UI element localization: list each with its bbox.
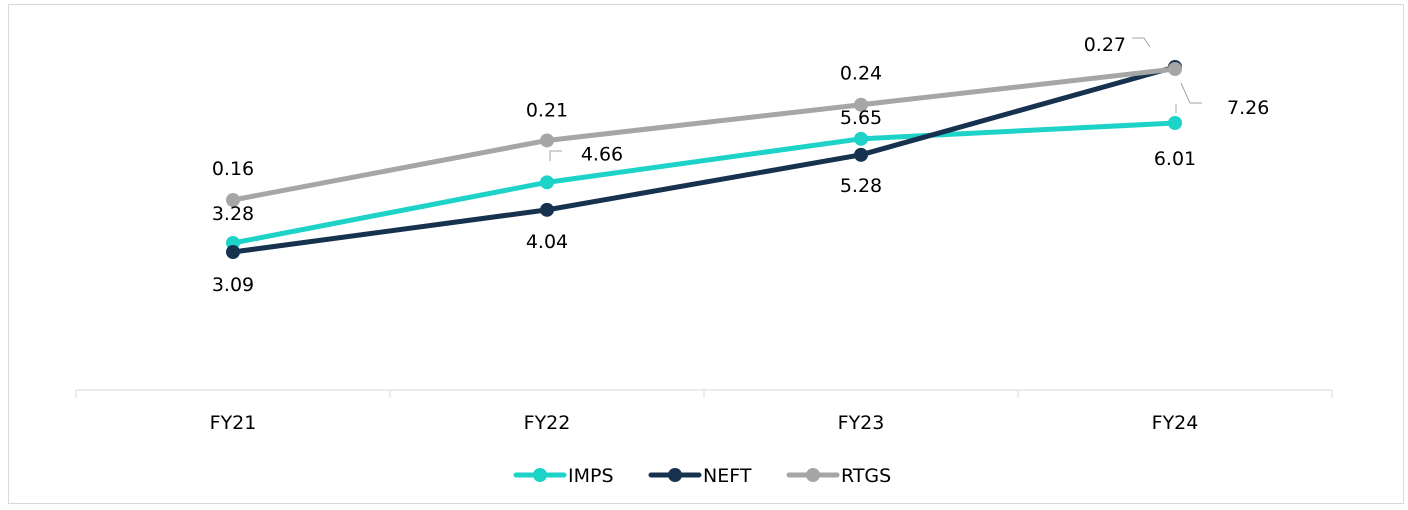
data-label-imps-fy22: 4.66 <box>581 143 623 165</box>
data-point-neft-fy21 <box>226 245 240 259</box>
data-point-neft-fy22 <box>540 202 554 217</box>
x-tick-label-fy24: FY24 <box>1152 412 1199 434</box>
data-label-rtgs-fy21: 0.16 <box>212 158 254 180</box>
leader-line-imps-fy22 <box>549 150 562 161</box>
data-label-imps-fy21: 3.28 <box>212 203 254 225</box>
data-point-rtgs-fy24 <box>1168 62 1182 76</box>
data-point-rtgs-fy23 <box>854 97 868 112</box>
data-point-imps-fy22 <box>540 175 554 190</box>
data-point-rtgs-fy21 <box>226 193 240 207</box>
data-label-neft-fy22: 4.04 <box>526 231 568 253</box>
x-tick-label-fy23: FY23 <box>838 412 885 434</box>
x-tick-label-fy21: FY21 <box>210 412 257 434</box>
legend-label-neft: NEFT <box>703 465 752 487</box>
data-label-rtgs-fy23: 0.24 <box>840 63 882 85</box>
data-label-neft-fy24: 7.26 <box>1227 97 1269 119</box>
data-label-neft-fy21: 3.09 <box>212 274 254 296</box>
leader-line-neft-fy24 <box>1180 82 1202 104</box>
series-line-neft <box>230 64 1178 255</box>
data-label-rtgs-fy22: 0.21 <box>526 99 568 121</box>
chart-container: FY21 FY22 FY23 FY24 3.28 4.66 5.65 6.01 3.09 4.04… <box>8 4 1404 504</box>
data-label-neft-fy23: 5.28 <box>840 175 882 197</box>
line-chart: FY21 FY22 FY23 FY24 3.28 4.66 5.65 6.01 3.09 4.04… <box>75 34 1333 487</box>
data-point-imps-fy24 <box>1168 116 1182 130</box>
series-line-rtgs <box>230 66 1178 203</box>
legend-marker-dot-imps <box>533 468 547 482</box>
data-label-rtgs-fy24: 0.27 <box>1084 34 1126 56</box>
data-point-neft-fy23 <box>854 147 868 162</box>
series-line-imps <box>230 120 1178 246</box>
data-label-imps-fy24: 6.01 <box>1154 148 1196 170</box>
x-tick-label-fy22: FY22 <box>524 412 571 434</box>
legend-marker-dot-neft <box>668 468 682 482</box>
legend-label-rtgs: RTGS <box>841 465 891 487</box>
legend-marker-dot-rtgs <box>806 468 820 482</box>
leader-line-rtgs-fy24 <box>1132 37 1151 48</box>
data-point-imps-fy23 <box>854 131 868 146</box>
data-point-rtgs-fy22 <box>540 133 554 148</box>
legend-label-imps: IMPS <box>568 465 614 487</box>
data-label-imps-fy23: 5.65 <box>840 107 882 129</box>
